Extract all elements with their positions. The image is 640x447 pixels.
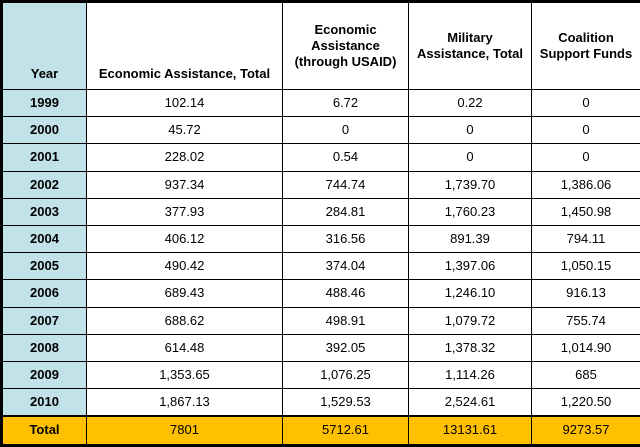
data-cell: 392.05 <box>282 333 409 363</box>
header-row: Year Economic Assistance, Total Economic… <box>1 1 640 90</box>
data-cell: 45.72 <box>86 116 283 145</box>
year-cell: 2004 <box>1 225 87 254</box>
data-cell: 0.54 <box>282 143 409 172</box>
data-cell: 1,529.53 <box>282 388 409 417</box>
data-cell: 102.14 <box>86 88 283 118</box>
data-cell: 744.74 <box>282 170 409 199</box>
data-cell: 316.56 <box>282 225 409 254</box>
data-cell: 1,076.25 <box>282 361 409 390</box>
table-row-2007: 2007 688.62 498.91 1,079.72 755.74 <box>1 306 640 335</box>
table-row-2003: 2003 377.93 284.81 1,760.23 1,450.98 <box>1 197 640 227</box>
data-cell: 1,079.72 <box>408 306 532 335</box>
column-header-economic-assistance-total: Economic Assistance, Total <box>86 1 283 90</box>
data-cell: 488.46 <box>282 279 409 308</box>
data-cell: 1,397.06 <box>408 252 532 281</box>
data-cell: 685 <box>531 361 640 390</box>
table-row-2001: 2001 228.02 0.54 0 0 <box>1 143 640 172</box>
total-cell: 13131.61 <box>408 414 532 446</box>
data-cell: 0 <box>408 143 532 172</box>
data-cell: 1,867.13 <box>86 388 283 417</box>
table-row-2008: 2008 614.48 392.05 1,378.32 1,014.90 <box>1 333 640 363</box>
data-cell: 1,220.50 <box>531 388 640 417</box>
total-cell: 9273.57 <box>531 414 640 446</box>
data-cell: 0 <box>282 116 409 145</box>
data-cell: 2,524.61 <box>408 388 532 417</box>
data-cell: 0 <box>531 88 640 118</box>
data-cell: 689.43 <box>86 279 283 308</box>
column-header-military-assistance-total: Military Assistance, Total <box>408 1 532 90</box>
year-cell: 2009 <box>1 361 87 390</box>
data-cell: 1,014.90 <box>531 333 640 363</box>
data-cell: 0.22 <box>408 88 532 118</box>
data-cell: 794.11 <box>531 225 640 254</box>
data-cell: 1,450.98 <box>531 197 640 227</box>
year-cell: 2007 <box>1 306 87 335</box>
table-row-2006: 2006 689.43 488.46 1,246.10 916.13 <box>1 279 640 308</box>
year-cell: 2003 <box>1 197 87 227</box>
column-header-coalition-support-funds: Coalition Support Funds <box>531 1 640 90</box>
table-row-1999: 1999 102.14 6.72 0.22 0 <box>1 88 640 118</box>
table-row-2002: 2002 937.34 744.74 1,739.70 1,386.06 <box>1 170 640 199</box>
year-cell: 2010 <box>1 388 87 417</box>
data-cell: 374.04 <box>282 252 409 281</box>
data-cell: 406.12 <box>86 225 283 254</box>
total-label: Total <box>1 414 87 446</box>
data-cell: 0 <box>531 143 640 172</box>
data-cell: 377.93 <box>86 197 283 227</box>
data-cell: 0 <box>531 116 640 145</box>
data-cell: 1,386.06 <box>531 170 640 199</box>
total-cell: 5712.61 <box>282 414 409 446</box>
year-cell: 2002 <box>1 170 87 199</box>
data-cell: 891.39 <box>408 225 532 254</box>
data-cell: 498.91 <box>282 306 409 335</box>
year-cell: 2006 <box>1 279 87 308</box>
data-cell: 0 <box>408 116 532 145</box>
data-cell: 1,353.65 <box>86 361 283 390</box>
total-cell: 7801 <box>86 414 283 446</box>
table-row-2010: 2010 1,867.13 1,529.53 2,524.61 1,220.50 <box>1 388 640 417</box>
data-cell: 228.02 <box>86 143 283 172</box>
table-row-2009: 2009 1,353.65 1,076.25 1,114.26 685 <box>1 361 640 390</box>
column-header-year: Year <box>1 1 87 90</box>
data-cell: 284.81 <box>282 197 409 227</box>
data-cell: 937.34 <box>86 170 283 199</box>
data-cell: 1,114.26 <box>408 361 532 390</box>
data-cell: 1,246.10 <box>408 279 532 308</box>
data-cell: 490.42 <box>86 252 283 281</box>
data-cell: 1,760.23 <box>408 197 532 227</box>
table-row-2004: 2004 406.12 316.56 891.39 794.11 <box>1 225 640 254</box>
data-cell: 1,378.32 <box>408 333 532 363</box>
year-cell: 2008 <box>1 333 87 363</box>
data-cell: 755.74 <box>531 306 640 335</box>
year-cell: 2005 <box>1 252 87 281</box>
table-row-2000: 2000 45.72 0 0 0 <box>1 116 640 145</box>
data-cell: 1,050.15 <box>531 252 640 281</box>
data-cell: 1,739.70 <box>408 170 532 199</box>
column-header-economic-assistance-usaid: Economic Assistance (through USAID) <box>282 1 409 90</box>
table-row-2005: 2005 490.42 374.04 1,397.06 1,050.15 <box>1 252 640 281</box>
data-cell: 6.72 <box>282 88 409 118</box>
data-cell: 916.13 <box>531 279 640 308</box>
year-cell: 2000 <box>1 116 87 145</box>
data-cell: 688.62 <box>86 306 283 335</box>
year-cell: 2001 <box>1 143 87 172</box>
year-cell: 1999 <box>1 88 87 118</box>
data-cell: 614.48 <box>86 333 283 363</box>
total-row: Total 7801 5712.61 13131.61 9273.57 <box>1 414 640 446</box>
